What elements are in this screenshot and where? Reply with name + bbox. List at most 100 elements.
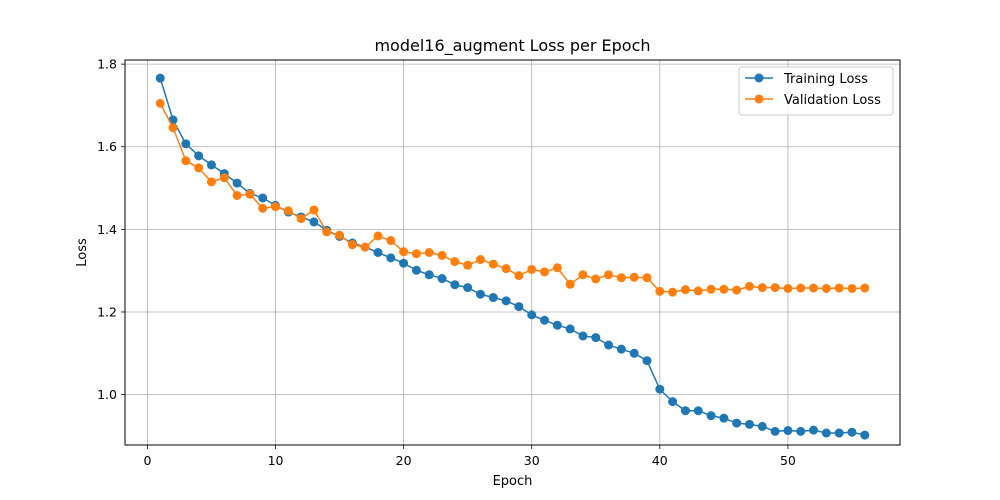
data-point-training-loss — [232, 178, 242, 188]
chart-title: model16_augment Loss per Epoch — [374, 36, 650, 56]
data-point-validation-loss — [347, 240, 357, 250]
data-point-validation-loss — [232, 190, 242, 200]
data-point-training-loss — [194, 151, 204, 161]
legend-marker-training — [754, 73, 764, 83]
data-point-validation-loss — [194, 163, 204, 173]
data-point-training-loss — [527, 310, 537, 320]
data-point-training-loss — [411, 265, 421, 275]
data-point-training-loss — [488, 293, 498, 303]
data-point-validation-loss — [655, 286, 665, 296]
data-point-validation-loss — [706, 284, 716, 294]
data-point-validation-loss — [168, 123, 178, 133]
data-point-validation-loss — [770, 283, 780, 293]
data-point-training-loss — [155, 73, 165, 83]
data-point-validation-loss — [399, 247, 409, 257]
data-point-training-loss — [514, 302, 524, 312]
data-point-training-loss — [258, 193, 268, 203]
data-point-validation-loss — [463, 260, 473, 270]
data-point-training-loss — [565, 324, 575, 334]
data-point-validation-loss — [386, 236, 396, 246]
y-tick-label: 1.6 — [97, 139, 117, 154]
data-point-training-loss — [437, 274, 447, 284]
data-point-training-loss — [475, 289, 485, 299]
y-tick-label: 1.8 — [97, 57, 117, 72]
legend-marker-validation — [754, 94, 764, 104]
data-point-validation-loss — [847, 283, 857, 293]
data-point-training-loss — [821, 428, 831, 438]
data-point-validation-loss — [411, 249, 421, 259]
data-point-validation-loss — [744, 281, 754, 291]
data-point-validation-loss — [155, 98, 165, 108]
data-point-validation-loss — [322, 227, 332, 237]
data-point-validation-loss — [834, 283, 844, 293]
data-point-training-loss — [668, 397, 678, 407]
data-point-validation-loss — [437, 250, 447, 260]
data-point-training-loss — [655, 384, 665, 394]
x-tick-label: 20 — [396, 453, 412, 468]
data-point-validation-loss — [565, 279, 575, 289]
data-point-training-loss — [783, 426, 793, 436]
legend-box — [738, 66, 894, 116]
data-point-validation-loss — [796, 283, 806, 293]
data-point-training-loss — [847, 427, 857, 437]
data-point-training-loss — [809, 425, 819, 435]
data-point-validation-loss — [309, 205, 319, 215]
data-point-validation-loss — [642, 273, 652, 283]
data-point-validation-loss — [668, 287, 678, 297]
y-tick-label: 1.4 — [97, 222, 117, 237]
x-axis-label: Epoch — [493, 474, 533, 489]
data-point-validation-loss — [616, 273, 626, 283]
x-tick-label: 10 — [268, 453, 284, 468]
data-point-training-loss — [604, 340, 614, 350]
data-point-validation-loss — [629, 272, 639, 282]
data-point-validation-loss — [424, 248, 434, 257]
data-point-validation-loss — [719, 284, 729, 294]
data-point-training-loss — [181, 139, 191, 149]
data-point-training-loss — [540, 315, 550, 325]
data-point-validation-loss — [501, 264, 511, 274]
data-point-validation-loss — [591, 274, 601, 284]
data-point-validation-loss — [283, 206, 293, 216]
data-point-validation-loss — [296, 214, 306, 224]
data-point-validation-loss — [206, 177, 216, 187]
data-point-validation-loss — [373, 231, 383, 241]
data-point-training-loss — [501, 296, 511, 306]
data-point-validation-loss — [552, 263, 562, 273]
data-point-validation-loss — [680, 285, 690, 295]
data-point-validation-loss — [860, 283, 870, 293]
data-point-training-loss — [744, 419, 754, 429]
data-point-validation-loss — [360, 242, 370, 252]
y-axis-label: Loss — [75, 238, 90, 267]
data-point-training-loss — [206, 160, 216, 170]
legend-label-validation: Validation Loss — [784, 93, 881, 108]
data-point-validation-loss — [245, 189, 255, 199]
data-point-validation-loss — [578, 270, 588, 280]
data-point-training-loss — [463, 283, 473, 293]
data-point-training-loss — [578, 331, 588, 341]
data-point-training-loss — [860, 430, 870, 440]
y-tick-label: 1.2 — [97, 304, 117, 319]
data-point-training-loss — [386, 253, 396, 263]
data-point-validation-loss — [475, 255, 485, 265]
x-tick-label: 30 — [524, 453, 540, 468]
data-point-validation-loss — [732, 285, 742, 295]
data-point-validation-loss — [181, 156, 191, 166]
data-point-validation-loss — [783, 283, 793, 293]
data-point-validation-loss — [527, 264, 537, 274]
data-point-training-loss — [399, 258, 409, 268]
y-tick-label: 1.0 — [97, 387, 117, 402]
data-point-training-loss — [719, 413, 729, 423]
data-point-validation-loss — [693, 286, 703, 296]
data-point-validation-loss — [219, 173, 229, 183]
data-point-training-loss — [834, 428, 844, 438]
x-tick-label: 0 — [143, 453, 151, 468]
ticks: 0 10 20 30 40 50 1.0 1.2 1.4 1.6 1.8 — [97, 57, 796, 468]
data-point-validation-loss — [514, 271, 524, 281]
data-point-training-loss — [796, 426, 806, 436]
data-point-validation-loss — [540, 267, 550, 277]
data-point-training-loss — [373, 248, 383, 257]
data-point-training-loss — [770, 426, 780, 436]
data-point-training-loss — [450, 280, 460, 290]
data-point-training-loss — [424, 270, 434, 280]
